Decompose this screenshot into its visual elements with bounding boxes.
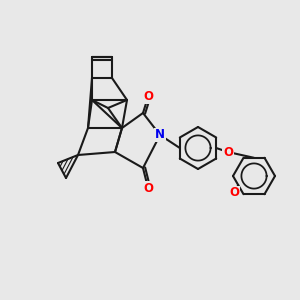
- Text: O: O: [143, 182, 153, 194]
- Text: N: N: [155, 128, 165, 142]
- Text: O: O: [223, 146, 233, 158]
- Text: O: O: [229, 187, 239, 200]
- Text: O: O: [143, 91, 153, 103]
